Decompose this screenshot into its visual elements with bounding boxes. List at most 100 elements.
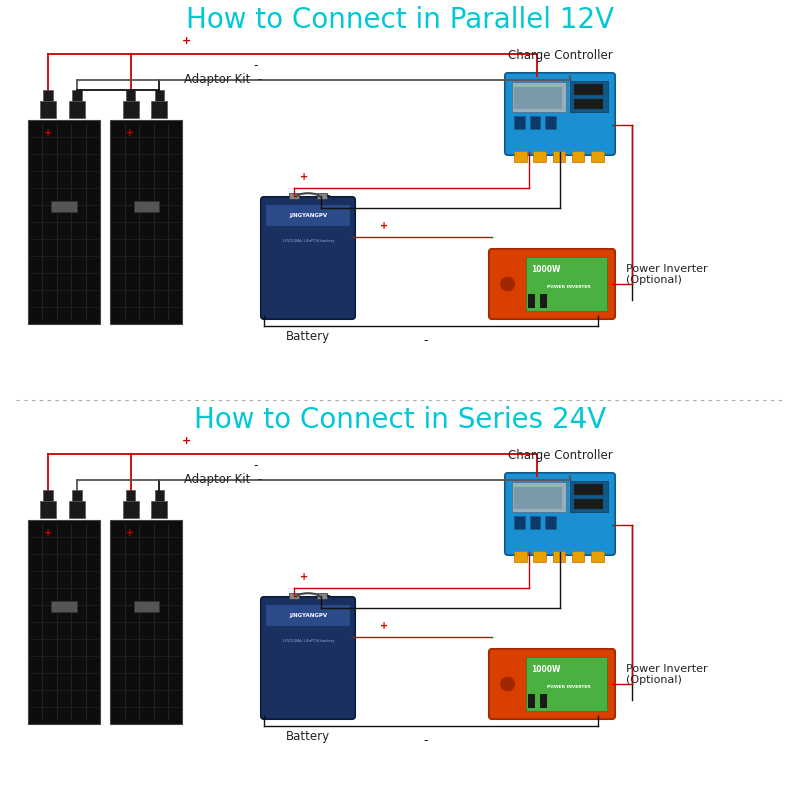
Bar [591,151,604,162]
Text: -: - [424,334,428,346]
Text: -: - [326,589,330,602]
Bar [526,257,607,311]
Text: -: - [158,528,162,538]
Text: 1000W: 1000W [532,666,561,674]
Text: 12V100Ah LiFePO4 battery: 12V100Ah LiFePO4 battery [282,638,334,642]
Bar [154,490,164,501]
Text: +: + [300,172,309,182]
Bar [553,151,565,162]
Bar [266,205,350,226]
FancyBboxPatch shape [261,597,355,719]
Bar [514,516,525,530]
Bar [574,84,602,95]
Bar [151,101,167,118]
Text: 1000W: 1000W [532,266,561,274]
Bar [572,551,585,562]
Bar [546,116,556,129]
Text: Charge Controller: Charge Controller [508,449,612,462]
Bar [40,501,56,518]
Bar [553,551,565,562]
FancyBboxPatch shape [505,473,615,555]
Bar [534,551,546,562]
Text: Power Inverter
(Optional): Power Inverter (Optional) [626,264,708,285]
FancyBboxPatch shape [505,73,615,155]
Text: -: - [75,128,79,138]
Bar [43,490,53,501]
Circle shape [500,676,515,692]
Bar [289,593,299,599]
Bar [570,481,608,513]
Bar [51,201,77,212]
Bar [574,484,602,495]
Bar [530,116,540,129]
Text: JINGYANGPV: JINGYANGPV [289,613,327,618]
Text: +: + [300,571,309,582]
Bar [69,501,85,518]
Text: POWER INVERTER: POWER INVERTER [547,685,591,689]
Text: Charge Controller: Charge Controller [508,49,612,62]
Bar [126,490,135,501]
FancyBboxPatch shape [261,197,355,319]
Bar [69,101,85,118]
Bar [317,593,327,599]
Text: -: - [75,528,79,538]
Bar [110,120,182,324]
Bar [122,501,138,518]
Text: +: + [380,221,388,230]
Bar [28,120,100,324]
Text: +: + [380,621,388,630]
Bar [572,151,585,162]
Bar [540,294,547,308]
Bar [514,486,562,510]
Text: How to Connect in Series 24V: How to Connect in Series 24V [194,406,606,434]
FancyBboxPatch shape [489,649,615,719]
Text: +: + [126,528,134,538]
Text: How to Connect in Parallel 12V: How to Connect in Parallel 12V [186,6,614,34]
Text: -: - [158,128,162,138]
Bar [51,601,77,612]
Bar [514,151,526,162]
Text: 12V100Ah LiFePO4 battery: 12V100Ah LiFePO4 battery [282,238,334,242]
Text: +: + [182,37,191,46]
FancyBboxPatch shape [489,249,615,319]
Bar [289,193,299,199]
Bar [151,501,167,518]
Bar [514,116,525,129]
Text: -: - [253,459,258,472]
Bar [512,82,566,113]
Bar [512,482,566,513]
Bar [534,151,546,162]
Text: -: - [326,189,330,202]
Bar [266,605,350,626]
Bar [40,101,56,118]
Bar [530,516,540,530]
Text: Battery: Battery [286,730,330,743]
Text: Power Inverter
(Optional): Power Inverter (Optional) [626,664,708,685]
Bar [528,694,535,708]
Bar [43,90,53,101]
Text: Battery: Battery [286,330,330,343]
Text: POWER INVERTER: POWER INVERTER [547,286,591,290]
Bar [134,201,159,212]
Text: +: + [44,528,52,538]
Bar [28,520,100,724]
Bar [546,516,556,530]
Text: JINGYANGPV: JINGYANGPV [289,213,327,218]
Bar [154,90,164,101]
Bar [72,90,82,101]
Bar [122,101,138,118]
Bar [540,694,547,708]
Bar [528,294,535,308]
Bar [514,86,562,110]
Text: Adaptor Kit  -: Adaptor Kit - [184,474,262,486]
Bar [574,499,602,510]
Text: -: - [253,59,258,72]
Text: +: + [126,128,134,138]
Text: +: + [182,437,191,446]
Circle shape [500,276,515,292]
Bar [570,81,608,113]
Bar [317,193,327,199]
Bar [514,551,526,562]
Bar [110,520,182,724]
Bar [126,90,135,101]
